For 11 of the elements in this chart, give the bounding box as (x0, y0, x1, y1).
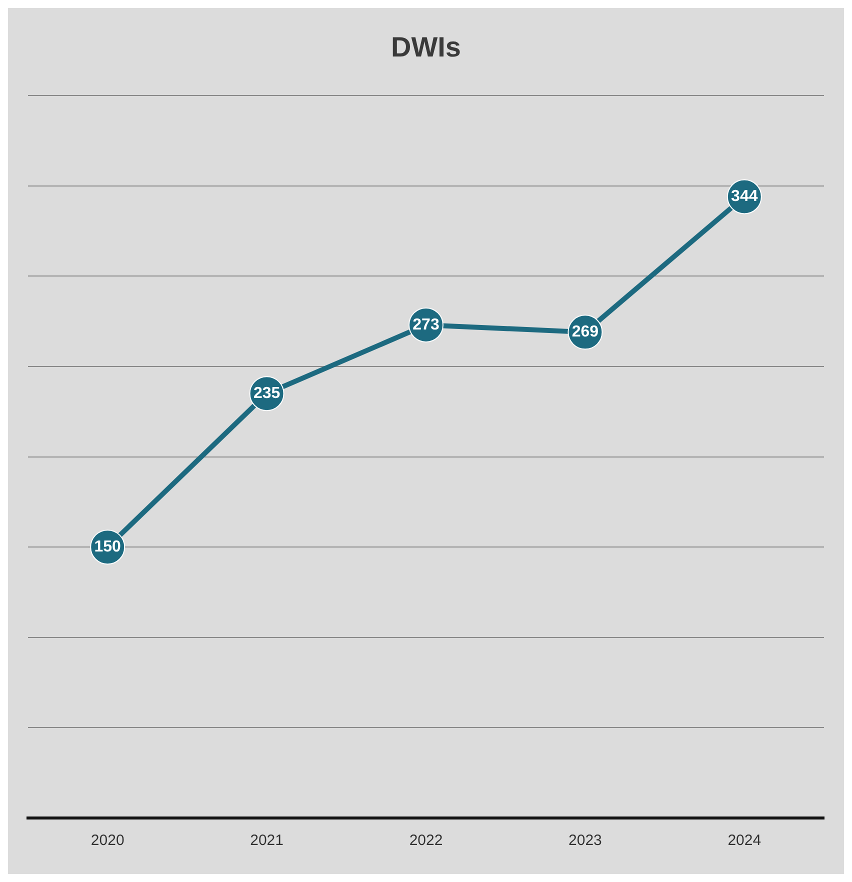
data-label: 269 (572, 324, 599, 341)
data-label: 150 (94, 538, 122, 556)
data-label: 273 (412, 316, 440, 334)
x-tick-label: 2024 (728, 832, 762, 850)
x-tick-label: 2021 (250, 832, 284, 850)
x-tick-label: 2020 (90, 832, 124, 850)
data-label: 235 (253, 384, 280, 402)
data-label: 344 (731, 188, 758, 206)
x-tick-label: 2023 (568, 832, 602, 850)
chart-title: DWIs (391, 32, 461, 63)
x-tick-label: 2022 (409, 832, 443, 850)
